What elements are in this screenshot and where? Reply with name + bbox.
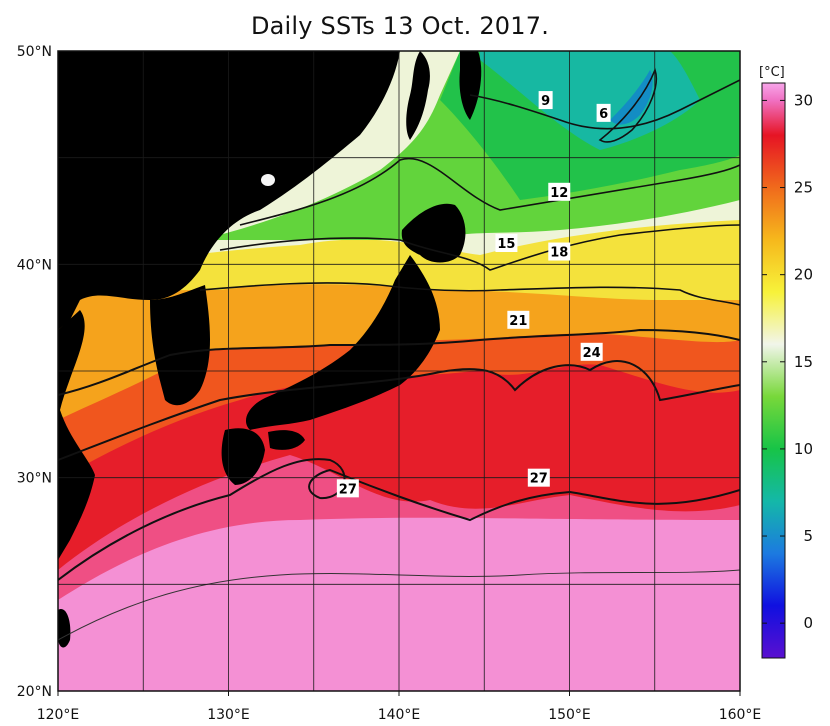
contour-label-box (580, 342, 603, 361)
contour-label: 18 (550, 246, 568, 261)
lon-tick-label: 150°E (548, 707, 591, 723)
lat-tick-label: 30°N (17, 471, 52, 487)
contour-label-box (336, 479, 359, 498)
lon-tick-label: 120°E (37, 707, 80, 723)
colorbar-ticks: 0 5 10 15 20 25 30 (762, 91, 813, 632)
graticule (58, 51, 740, 691)
colorbar-tick-label: 10 (794, 440, 813, 458)
contour-15 (219, 224, 740, 271)
land-hokkaido (401, 203, 466, 263)
contour-12 (239, 157, 740, 226)
lat-tick-label: 50°N (17, 44, 52, 60)
colorbar-tick-label: 15 (794, 353, 813, 371)
contour-24 (58, 360, 740, 461)
land-china-coast (58, 310, 95, 560)
contour-label: 12 (550, 186, 568, 201)
contour-label: 21 (509, 314, 527, 329)
contour-label-box (538, 91, 553, 110)
land-shikoku (268, 430, 305, 450)
colorbar-tick-label: 30 (794, 91, 813, 109)
lon-tick-label: 130°E (207, 707, 250, 723)
lon-tick-label: 160°E (719, 707, 762, 723)
land-sakhalin (406, 51, 430, 140)
lake-khanka (261, 174, 275, 186)
land-korea (150, 285, 210, 406)
contour-29 (58, 569, 740, 641)
contour-label-box (527, 468, 550, 487)
band-7c (480, 51, 700, 150)
contour-label-box (596, 103, 611, 122)
contour-label-box (548, 242, 571, 261)
contour-label: 27 (339, 482, 357, 497)
colorbar-scale (761, 82, 786, 659)
contour-label-box (507, 310, 530, 329)
colorbar-tick-label: 5 (803, 527, 813, 545)
lon-tick-label: 140°E (378, 707, 421, 723)
contour-label-box (495, 234, 518, 252)
land-kamchatka-kurils (459, 51, 482, 120)
contour-label: 9 (541, 94, 550, 109)
band-5c (610, 70, 653, 125)
map-title: Daily SSTs 13 Oct. 2017. (250, 12, 550, 40)
contour-label: 27 (530, 472, 548, 487)
colorbar-tick-label: 25 (794, 179, 813, 197)
colorbar-tick-label: 0 (803, 614, 813, 632)
land-kyushu (221, 428, 265, 485)
contour-label: 6 (599, 107, 608, 122)
contour-27 (58, 458, 740, 581)
contour-6 (598, 67, 657, 143)
colorbar: [°C] 0 5 10 15 20 25 30 (759, 65, 813, 659)
lat-tick-label: 40°N (17, 257, 52, 273)
colorbar-tick-label: 20 (794, 266, 813, 284)
contour-label: 24 (583, 346, 601, 361)
contour-labels: 9 6 12 15 18 21 24 27 27 (336, 91, 611, 498)
lat-tick-label: 20°N (17, 684, 52, 700)
land-honshu (245, 255, 440, 430)
colorbar-unit: [°C] (759, 65, 785, 80)
contour-18 (199, 282, 740, 306)
contours (58, 67, 740, 641)
contour-21 (58, 328, 740, 396)
contour-label-box (548, 182, 571, 201)
axis-labels: 120°E 130°E 140°E 150°E 160°E 20°N 30°N 40°N 50°… (17, 44, 762, 723)
contour-label: 15 (497, 237, 515, 252)
contour-9 (469, 79, 740, 130)
